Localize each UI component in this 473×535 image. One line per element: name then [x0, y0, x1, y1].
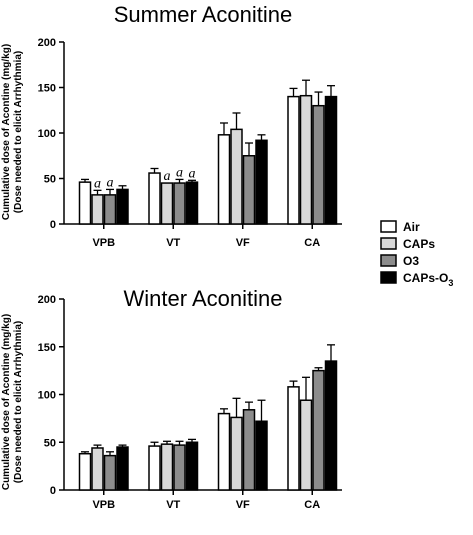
winter-chart: Winter Aconitine Cumulative dose of Acont… — [1, 286, 342, 511]
significance-annotation: a — [164, 169, 171, 184]
bar-summer-vpb-caps — [91, 194, 104, 225]
bar-winter-vf-caps-o3 — [255, 420, 268, 491]
legend: Air CAPs O3 CAPs-O3 — [380, 220, 453, 288]
bar-winter-vpb-o3 — [103, 454, 117, 491]
bar-winter-vpb-caps-o3 — [116, 446, 129, 491]
bar-summer-vt-caps-o3 — [185, 181, 199, 225]
y-tick-label: 100 — [38, 128, 56, 140]
x-tick-label: CA — [304, 499, 320, 511]
y-axis-label-line-2: (Dose needed to elicit Arrhythmia) — [13, 321, 24, 483]
y-axis-label: Cumulative dose of Acontine (mg/kg)(Dose… — [1, 314, 24, 490]
significance-annotation: a — [107, 175, 114, 190]
bar-summer-ca-air — [287, 95, 300, 225]
y-axis-label-line-1: Cumulative dose of Acontine (mg/kg) — [1, 44, 12, 220]
legend-swatch — [380, 220, 397, 233]
bar-summer-vf-caps-o3 — [255, 139, 268, 225]
chart-title: Winter Aconitine — [124, 286, 283, 311]
bar-winter-vt-o3 — [173, 444, 186, 491]
bar-summer-vf-caps — [230, 128, 243, 225]
bar-winter-vt-caps — [160, 443, 174, 491]
x-tick-label: VT — [166, 499, 180, 511]
bar-winter-vpb-caps — [91, 447, 104, 491]
legend-label: CAPs-O3 — [403, 271, 453, 288]
x-tick-label: VF — [236, 499, 250, 511]
y-tick-label: 150 — [38, 342, 56, 354]
y-axis-label-line-1: Cumulative dose of Acontine (mg/kg) — [1, 314, 12, 490]
bar-winter-ca-o3 — [312, 369, 325, 491]
x-tick-label: VPB — [92, 237, 115, 249]
y-tick-label: 200 — [38, 37, 56, 49]
bar-summer-vt-air — [148, 172, 161, 225]
y-tick-label: 200 — [38, 294, 56, 306]
bar-winter-vf-caps — [230, 416, 243, 491]
bar-summer-vpb-o3 — [103, 194, 117, 225]
x-tick-label: VF — [236, 237, 250, 249]
y-tick-label: 0 — [50, 219, 56, 231]
bar-summer-vpb-air — [78, 181, 92, 225]
significance-annotation: a — [189, 166, 196, 181]
x-tick-label: CA — [304, 237, 320, 249]
y-tick-label: 50 — [44, 437, 56, 449]
bar-summer-vf-o3 — [242, 155, 256, 225]
y-tick-label: 50 — [44, 174, 56, 186]
significance-annotation: a — [94, 176, 101, 191]
bar-summer-vt-caps — [160, 182, 174, 225]
legend-swatch — [380, 254, 397, 267]
chart-title: Summer Aconitine — [114, 2, 293, 27]
legend-swatch — [380, 237, 397, 250]
bar-winter-ca-caps-o3 — [324, 360, 338, 491]
bar-winter-vt-air — [148, 445, 161, 491]
bar-summer-ca-caps-o3 — [324, 95, 338, 225]
legend-label: O3 — [403, 254, 419, 268]
bar-winter-vf-air — [217, 412, 231, 491]
legend-swatch — [380, 271, 397, 284]
bar-summer-vf-air — [217, 134, 231, 225]
y-axis-label-line-2: (Dose needed to elicit Arrhythmia) — [13, 51, 24, 213]
bar-winter-vf-o3 — [242, 409, 256, 491]
y-axis-label: Cumulative dose of Acontine (mg/kg)(Dose… — [1, 44, 24, 220]
bar-winter-ca-air — [287, 386, 300, 491]
bar-winter-ca-caps — [299, 399, 313, 491]
bar-winter-vpb-air — [78, 452, 92, 491]
x-tick-label: VT — [166, 237, 180, 249]
bar-summer-vpb-caps-o3 — [116, 188, 129, 225]
y-tick-label: 100 — [38, 390, 56, 402]
bar-summer-ca-o3 — [312, 104, 325, 225]
summer-chart: Summer Aconitine Cumulative dose of Acont… — [1, 2, 342, 249]
y-tick-label: 0 — [50, 485, 56, 497]
legend-label: Air — [403, 220, 420, 234]
bar-summer-ca-caps — [299, 94, 313, 225]
bar-summer-vt-o3 — [173, 182, 186, 225]
significance-annotation: a — [176, 165, 183, 180]
bar-winter-vt-caps-o3 — [185, 441, 199, 491]
legend-label: CAPs — [403, 237, 435, 251]
y-tick-label: 150 — [38, 83, 56, 95]
x-tick-label: VPB — [92, 499, 115, 511]
